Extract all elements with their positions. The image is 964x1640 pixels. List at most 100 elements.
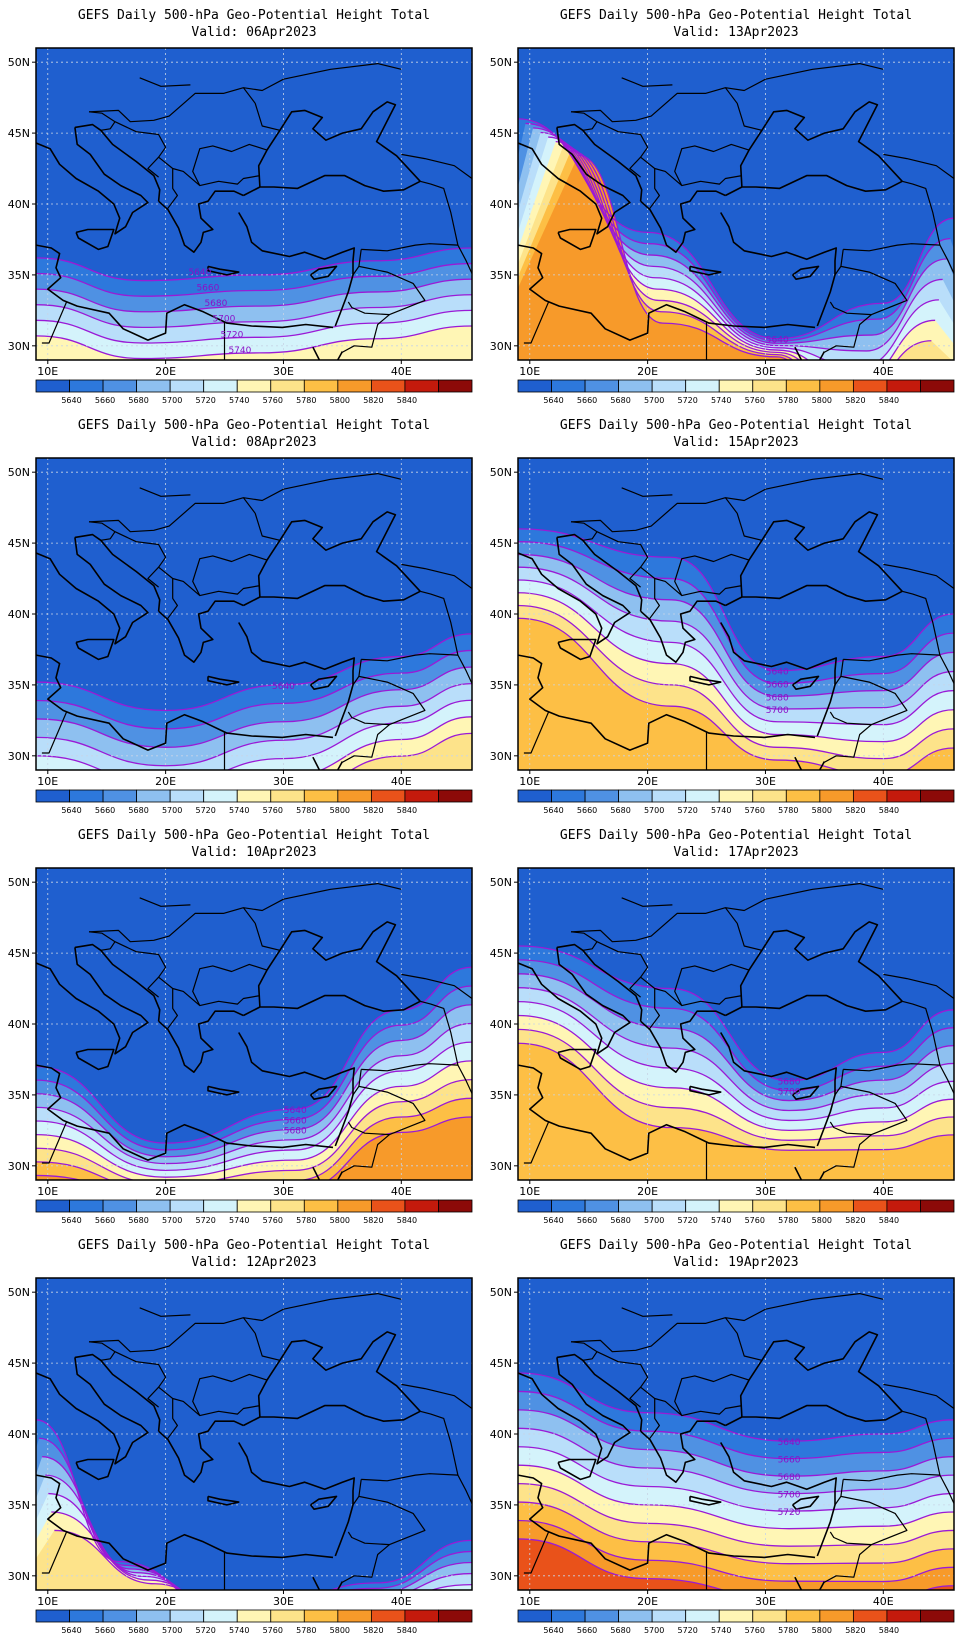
country-border: [596, 531, 750, 597]
colorbar-label: 5660: [95, 396, 115, 405]
colorbar-swatch: [819, 1199, 854, 1213]
colorbar-label: 5640: [61, 1626, 81, 1635]
colorbar-label: 5820: [363, 1216, 383, 1225]
colorbar-swatch: [618, 789, 653, 803]
lat-tick-label: 40N: [8, 608, 30, 621]
colorbar-swatch: [236, 1609, 272, 1623]
lon-tick-label: 10E: [519, 365, 540, 378]
colorbar-swatch: [236, 1199, 272, 1213]
lon-tick-label: 40E: [873, 1595, 894, 1608]
colorbar-label: 5740: [229, 806, 249, 815]
panel-valid-date: Valid: 15Apr2023: [673, 435, 798, 450]
colorbar-swatch: [785, 379, 821, 393]
coastline: [207, 1085, 240, 1096]
country-border: [621, 487, 673, 497]
lon-tick-label: 20E: [637, 1595, 658, 1608]
lat-tick-label: 40N: [8, 1428, 30, 1441]
colorbar-swatch: [551, 1609, 586, 1623]
country-border: [648, 578, 660, 621]
coastline: [720, 1032, 837, 1147]
colorbar-label: 5740: [229, 1216, 249, 1225]
country-border: [347, 675, 426, 726]
lat-tick-label: 45N: [8, 127, 30, 140]
colorbar-swatch: [852, 1199, 888, 1213]
lat-tick-label: 50N: [8, 876, 30, 889]
coastline: [243, 1404, 421, 1427]
contour-line: [518, 1538, 954, 1590]
height-band: [518, 155, 787, 360]
contour-label: 5740: [228, 346, 251, 356]
lon-tick-label: 10E: [519, 775, 540, 788]
lon-tick-label: 40E: [391, 775, 412, 788]
coastline: [74, 1353, 161, 1432]
colorbar-swatch: [852, 379, 888, 393]
colorbar-swatch: [785, 1609, 821, 1623]
lat-tick-label: 30N: [490, 1160, 512, 1173]
colorbar-label: 5740: [711, 396, 731, 405]
panel-title: GEFS Daily 500-hPa Geo-Potential Height …: [78, 418, 430, 433]
lon-tick-label: 30E: [273, 1595, 294, 1608]
colorbar-label: 5700: [644, 806, 664, 815]
colorbar-label: 5820: [363, 396, 383, 405]
contour-line: [518, 617, 954, 770]
lon-tick-label: 10E: [37, 1595, 58, 1608]
coastline: [312, 1166, 344, 1180]
country-border: [199, 995, 261, 1007]
colorbar-swatch: [685, 1199, 720, 1213]
country-border: [147, 1386, 160, 1408]
lat-tick-label: 30N: [8, 750, 30, 763]
panel-valid-date: Valid: 13Apr2023: [673, 25, 798, 40]
lat-tick-label: 40N: [8, 198, 30, 211]
lon-tick-label: 30E: [273, 365, 294, 378]
colorbar-label: 5780: [778, 1626, 798, 1635]
colorbar-swatch: [136, 1609, 171, 1623]
colorbar-label: 5820: [363, 806, 383, 815]
colorbar-label: 5760: [263, 396, 283, 405]
contour-line: [36, 1116, 472, 1180]
country-border: [621, 1307, 673, 1317]
coastline: [689, 1085, 722, 1096]
country-border: [401, 563, 472, 589]
lon-tick-label: 20E: [155, 365, 176, 378]
contour-line: [51, 1511, 183, 1590]
country-border: [401, 1383, 472, 1409]
coastline: [36, 1357, 149, 1465]
colorbar-label: 5640: [543, 396, 563, 405]
colorbar-label: 5800: [812, 1626, 832, 1635]
colorbar-swatch: [685, 789, 720, 803]
country-border: [629, 976, 642, 998]
country-border: [570, 883, 884, 943]
colorbar-swatch: [35, 379, 70, 393]
lon-tick-label: 20E: [637, 1185, 658, 1198]
contour-line: [518, 987, 954, 1112]
country-border: [41, 1531, 68, 1574]
coastline: [518, 1474, 816, 1571]
colorbar-swatch: [852, 789, 888, 803]
panel-title: GEFS Daily 500-hPa Geo-Potential Height …: [560, 418, 912, 433]
colorbar-swatch: [270, 1199, 305, 1213]
colorbar-label: 5740: [229, 396, 249, 405]
colorbar-swatch: [102, 1199, 138, 1213]
panel-title: GEFS Daily 500-hPa Geo-Potential Height …: [78, 828, 430, 843]
panel-title: GEFS Daily 500-hPa Geo-Potential Height …: [560, 8, 912, 23]
country-border: [724, 907, 763, 951]
contour-line: [36, 666, 472, 748]
country-border: [570, 473, 884, 533]
colorbar-swatch: [370, 1609, 406, 1623]
colorbar-swatch: [886, 379, 921, 393]
coastline: [36, 654, 334, 751]
colorbar-swatch: [169, 789, 205, 803]
lat-tick-label: 30N: [490, 750, 512, 763]
lat-tick-label: 45N: [8, 947, 30, 960]
coastline: [720, 622, 837, 737]
colorbar-swatch: [785, 1199, 821, 1213]
country-border: [139, 77, 191, 87]
colorbar-swatch: [236, 379, 272, 393]
country-border: [621, 897, 673, 907]
colorbar-swatch: [920, 379, 955, 393]
country-border: [648, 168, 660, 211]
colorbar-label: 5680: [128, 1216, 148, 1225]
coastline: [739, 511, 903, 598]
colorbar-swatch: [438, 1609, 473, 1623]
country-border: [147, 566, 160, 588]
